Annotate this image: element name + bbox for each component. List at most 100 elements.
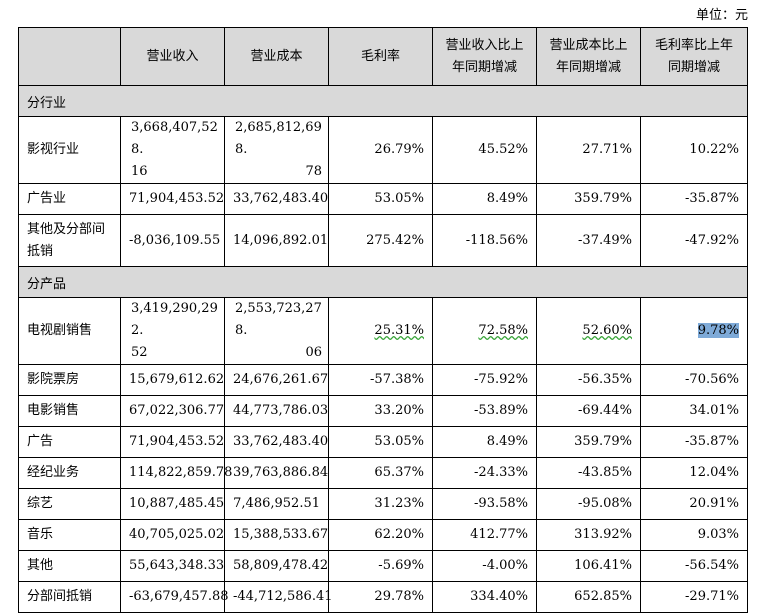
table-row: 广告 71,904,453.52 33,762,483.40 53.05% 8.… bbox=[18, 426, 748, 458]
table-row: 电视剧销售 3,419,290,292. 52 2,553,723,278. 0… bbox=[18, 297, 748, 365]
rev-change-cell: 334.40% bbox=[432, 581, 537, 613]
revenue-cell: 3,668,407,528. 16 bbox=[120, 116, 225, 184]
cost-change-cell: 106.41% bbox=[536, 550, 641, 582]
row-name-line: 其他及分部间 bbox=[27, 221, 106, 237]
row-name: 电影销售 bbox=[18, 395, 121, 427]
value-line: 78 bbox=[305, 164, 322, 179]
header-line: 营业成本比上 bbox=[549, 37, 628, 53]
row-name: 广告 bbox=[18, 426, 121, 458]
row-name: 分部间抵销 bbox=[18, 581, 121, 613]
margin-cell: 26.79% bbox=[328, 116, 433, 184]
margin-change-cell: -70.56% bbox=[640, 364, 748, 396]
table-row: 电影销售 67,022,306.77 44,773,786.03 33.20% … bbox=[18, 395, 748, 427]
cost-change-cell: -37.49% bbox=[536, 214, 641, 267]
margin-cell: 275.42% bbox=[328, 214, 433, 267]
revenue-cell: 67,022,306.77 bbox=[120, 395, 225, 427]
cost-change-cell: -69.44% bbox=[536, 395, 641, 427]
margin-change-cell: -47.92% bbox=[640, 214, 748, 267]
cost-change-cell: -56.35% bbox=[536, 364, 641, 396]
rev-change-cell: -93.58% bbox=[432, 488, 537, 520]
table-row: 分部间抵销 -63,679,457.88 -44,712,586.41 29.7… bbox=[18, 581, 748, 613]
cost-change-value: 52.60% bbox=[582, 323, 632, 338]
margin-cell: 53.05% bbox=[328, 426, 433, 458]
cost-cell: 33,762,483.40 bbox=[224, 183, 329, 215]
revenue-cell: 71,904,453.52 bbox=[120, 183, 225, 215]
row-name: 其他及分部间 抵销 bbox=[18, 214, 121, 267]
margin-change-cell: -35.87% bbox=[640, 183, 748, 215]
cost-change-cell: -43.85% bbox=[536, 457, 641, 489]
cost-cell: 44,773,786.03 bbox=[224, 395, 329, 427]
header-margin: 毛利率 bbox=[328, 27, 433, 86]
margin-cell: 53.05% bbox=[328, 183, 433, 215]
margin-change-cell: 12.04% bbox=[640, 457, 748, 489]
margin-change-cell: -35.87% bbox=[640, 426, 748, 458]
margin-cell: 29.78% bbox=[328, 581, 433, 613]
rev-change-cell: 8.49% bbox=[432, 426, 537, 458]
row-name: 影院票房 bbox=[18, 364, 121, 396]
row-name: 音乐 bbox=[18, 519, 121, 551]
header-margin-change: 毛利率比上年 同期增减 bbox=[640, 27, 748, 86]
revenue-cell: 40,705,025.02 bbox=[120, 519, 225, 551]
margin-cell: 62.20% bbox=[328, 519, 433, 551]
revenue-cell: 3,419,290,292. 52 bbox=[120, 297, 225, 365]
margin-change-cell: -29.71% bbox=[640, 581, 748, 613]
header-cost-change: 营业成本比上 年同期增减 bbox=[536, 27, 641, 86]
cost-cell: 2,553,723,278. 06 bbox=[224, 297, 329, 365]
margin-change-cell: 20.91% bbox=[640, 488, 748, 520]
row-name: 其他 bbox=[18, 550, 121, 582]
unit-label: 单位：元 bbox=[695, 8, 748, 23]
section-title: 分行业 bbox=[18, 85, 748, 117]
row-name: 影视行业 bbox=[18, 116, 121, 184]
header-cost: 营业成本 bbox=[224, 27, 329, 86]
rev-change-cell: -53.89% bbox=[432, 395, 537, 427]
row-name: 广告业 bbox=[18, 183, 121, 215]
margin-change-cell: 9.03% bbox=[640, 519, 748, 551]
value-line: 52 bbox=[131, 345, 148, 360]
cost-cell: 24,676,261.67 bbox=[224, 364, 329, 396]
cost-change-cell: 313.92% bbox=[536, 519, 641, 551]
header-blank bbox=[18, 27, 121, 86]
row-name: 经纪业务 bbox=[18, 457, 121, 489]
value-line: 16 bbox=[131, 164, 148, 179]
table-row: 综艺 10,887,485.45 7,486,952.51 31.23% -93… bbox=[18, 488, 748, 520]
margin-cell: 65.37% bbox=[328, 457, 433, 489]
cost-cell: 58,809,478.42 bbox=[224, 550, 329, 582]
table-row: 其他及分部间 抵销 -8,036,109.55 14,096,892.01 27… bbox=[18, 214, 748, 267]
row-name: 综艺 bbox=[18, 488, 121, 520]
table-row: 影视行业 3,668,407,528. 16 2,685,812,698. 78… bbox=[18, 116, 748, 184]
table-row: 经纪业务 114,822,859.78 39,763,886.84 65.37%… bbox=[18, 457, 748, 489]
table-row: 音乐 40,705,025.02 15,388,533.67 62.20% 41… bbox=[18, 519, 748, 551]
rev-change-value: 72.58% bbox=[478, 323, 528, 338]
revenue-cell: -63,679,457.88 bbox=[120, 581, 229, 613]
cost-cell: -44,712,586.41 bbox=[224, 581, 333, 613]
rev-change-cell: 412.77% bbox=[432, 519, 537, 551]
header-line: 年同期增减 bbox=[451, 59, 517, 75]
section-row-product: 分产品 bbox=[18, 266, 748, 298]
cost-change-cell: 359.79% bbox=[536, 426, 641, 458]
header-line: 年同期增减 bbox=[555, 59, 621, 75]
rev-change-cell: 8.49% bbox=[432, 183, 537, 215]
rev-change-cell: -118.56% bbox=[432, 214, 537, 267]
margin-change-cell: -56.54% bbox=[640, 550, 748, 582]
row-name: 电视剧销售 bbox=[18, 297, 121, 365]
margin-change-cell: 10.22% bbox=[640, 116, 748, 184]
header-revenue: 营业收入 bbox=[120, 27, 225, 86]
value-line: 3,668,407,528. bbox=[131, 120, 218, 157]
value-line: 2,685,812,698. bbox=[235, 120, 322, 157]
cost-cell: 33,762,483.40 bbox=[224, 426, 329, 458]
financial-table: 营业收入 营业成本 毛利率 营业收入比上 年同期增减 营业成本比上 年同期增减 … bbox=[18, 27, 748, 613]
margin-change-cell: 9.78% bbox=[640, 297, 748, 365]
cost-change-cell: 52.60% bbox=[536, 297, 641, 365]
highlighted-value: 9.78% bbox=[697, 323, 739, 338]
cost-change-cell: 27.71% bbox=[536, 116, 641, 184]
margin-cell: -5.69% bbox=[328, 550, 433, 582]
revenue-cell: 114,822,859.78 bbox=[120, 457, 232, 489]
header-line: 营业收入比上 bbox=[445, 37, 524, 53]
table-row: 影院票房 15,679,612.62 24,676,261.67 -57.38%… bbox=[18, 364, 748, 396]
header-line: 毛利率比上年 bbox=[654, 37, 733, 53]
cost-change-cell: 359.79% bbox=[536, 183, 641, 215]
rev-change-cell: 72.58% bbox=[432, 297, 537, 365]
cost-cell: 2,685,812,698. 78 bbox=[224, 116, 329, 184]
value-line: 3,419,290,292. bbox=[131, 301, 218, 338]
header-revenue-change: 营业收入比上 年同期增减 bbox=[432, 27, 537, 86]
